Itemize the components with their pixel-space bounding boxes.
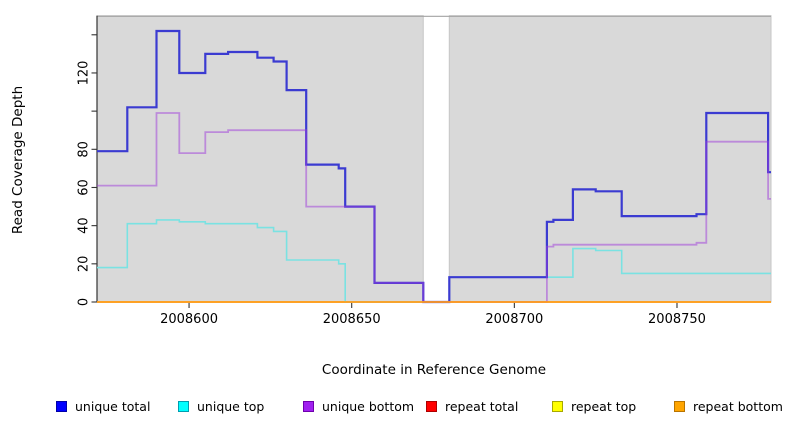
- legend-item-unique-bottom: unique bottom: [303, 399, 414, 414]
- legend-swatch-icon: [56, 401, 67, 412]
- legend-item-unique-top: unique top: [178, 399, 264, 414]
- legend-label: unique bottom: [322, 399, 415, 414]
- y-tick-label: 40: [77, 217, 92, 234]
- legend-item-repeat-bottom: repeat bottom: [674, 399, 783, 414]
- legend-label: unique total: [75, 399, 151, 414]
- x-axis-title: Coordinate in Reference Genome: [321, 362, 547, 378]
- panel-background-right: [448, 15, 772, 303]
- legend-item-repeat-total: repeat total: [426, 399, 518, 414]
- y-axis-title: Read Coverage Depth: [10, 85, 26, 235]
- legend-swatch-icon: [426, 401, 437, 412]
- legend-label: repeat top: [571, 399, 637, 414]
- series-unique-bottom: [97, 112, 771, 303]
- legend-label: unique top: [197, 399, 265, 414]
- legend-swatch-icon: [674, 401, 685, 412]
- y-tick-label: 80: [77, 141, 92, 158]
- y-tick-label: 0: [77, 298, 92, 306]
- legend-item-repeat-top: repeat top: [552, 399, 636, 414]
- legend-label: repeat total: [445, 399, 519, 414]
- legend-swatch-icon: [552, 401, 563, 412]
- panel-background-left: [96, 15, 424, 303]
- legend-swatch-icon: [178, 401, 189, 412]
- y-tick-label: 120: [77, 61, 92, 86]
- series-unique-top: [97, 219, 771, 303]
- legend: unique total unique top unique bottom repea…: [0, 399, 792, 423]
- legend-swatch-icon: [303, 401, 314, 412]
- x-tick-label: 2008750: [648, 312, 706, 327]
- legend-label: repeat bottom: [693, 399, 783, 414]
- plot-area: 0 20 40 60 80 120 2008600 2008650 2008700 2008750: [77, 15, 772, 327]
- x-tick-label: 2008700: [485, 312, 543, 327]
- y-tick-label: 20: [77, 256, 92, 273]
- x-tick-label: 2008650: [323, 312, 381, 327]
- legend-item-unique-total: unique total: [56, 399, 150, 414]
- x-tick-label: 2008600: [160, 312, 218, 327]
- y-tick-label: 60: [77, 179, 92, 196]
